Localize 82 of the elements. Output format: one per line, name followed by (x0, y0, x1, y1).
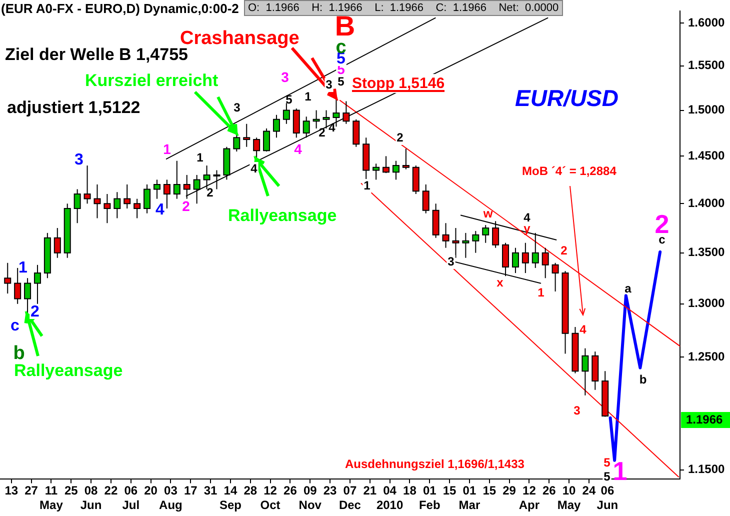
annotation: 2 (206, 185, 214, 200)
x-tick-label: 27 (24, 484, 38, 498)
chart-subtitle: O: 1.1966 H: 1.1966 L: 1.1966 C: 1.1966 Net: 0.0000 (244, 0, 563, 16)
annotation: 1 (163, 140, 172, 157)
x-tick-label: 07 Dec (338, 484, 362, 512)
annotation: Rallyeansage (228, 206, 337, 225)
annotation: 3 (574, 403, 581, 418)
annotation: c (10, 317, 20, 334)
annotation: a (624, 281, 632, 296)
annotation: Stopp 1,5146 (352, 75, 445, 92)
x-tick-label: 08 Jun (80, 484, 102, 512)
x-tick-label: 29 (502, 484, 516, 498)
text: 1.1966 (686, 412, 724, 426)
annotation: Kursziel erreicht (85, 71, 219, 90)
x-tick-label: 28 (244, 484, 258, 498)
x-tick-label: 12 Apr (518, 484, 540, 512)
annotation: x (496, 275, 504, 290)
annotation: EUR/USD (515, 85, 619, 111)
annotation: 3 (74, 151, 84, 168)
x-tick-label: 20 (144, 484, 158, 498)
y-tick-label: 1.5000 (688, 102, 726, 117)
annotation: 2 (182, 198, 190, 214)
annotation: 2 (560, 243, 568, 258)
annotation: 3 (281, 68, 290, 85)
annotation: 3 (234, 100, 241, 114)
annotation: MoB ´4´ = 1,2884 (522, 164, 617, 178)
annotation: 2 (396, 130, 404, 144)
y-tick-label: 1.4500 (688, 148, 726, 162)
x-tick-label: 14 Sep (219, 484, 242, 512)
annotation: 4 (156, 201, 165, 218)
annotation: w (482, 206, 494, 220)
annotation: 5 (286, 92, 293, 106)
annotation: c (658, 232, 666, 246)
annotation: adjustiert 1,5122 (7, 98, 140, 117)
x-tick-label: 31 (204, 484, 218, 498)
annotation: 4 (580, 322, 587, 336)
x-tick-label: 23 (323, 484, 338, 498)
x-tick-label: 26 (542, 484, 556, 498)
x-tick-label: 03 Aug (159, 484, 182, 512)
x-tick-label: 24 (582, 484, 596, 498)
annotation: 4 (250, 161, 258, 176)
x-tick-label: 10 May (557, 484, 582, 512)
annotation: 5 (338, 74, 345, 88)
chart-title: (EUR A0-FX - EURO,D) Dynamic,0:00-2 (1, 1, 239, 16)
x-tick-label: 09 Nov (298, 484, 322, 512)
annotation: 3 (326, 77, 333, 92)
x-tick-label: 18 (403, 484, 417, 498)
y-tick-label: 1.3500 (688, 245, 726, 260)
x-tick-label: 26 (284, 484, 298, 498)
x-tick-label: 21 (363, 484, 377, 498)
annotation: 4 (294, 140, 302, 157)
x-tick-label: 06 Jul (122, 484, 140, 512)
annotation: 5 (604, 455, 611, 470)
x-tick-label: 04 2010 (376, 484, 404, 512)
x-tick-label: 11 May (40, 484, 64, 512)
annotation: 1 (612, 456, 628, 486)
annotation: 1 (364, 178, 371, 192)
annotation: 1 (18, 259, 28, 276)
annotation: Ausdehnungsziel 1,1696/1,1433 (345, 457, 525, 471)
x-tick-label: 01 Mar (458, 484, 480, 512)
x-tick-label: 15 (482, 484, 496, 498)
x-tick-label: 12 Oct (260, 484, 280, 512)
y-tick-label: 1.3000 (688, 296, 726, 310)
x-tick-label: 17 (184, 484, 198, 498)
x-tick-label: 15 (442, 484, 457, 498)
annotation: 5 (604, 469, 611, 484)
y-tick-label: 1.1500 (688, 462, 726, 476)
x-tick-label: 13 (4, 484, 18, 498)
annotation: 1 (196, 150, 204, 164)
annotation: b (639, 372, 647, 386)
annotation: 1 (538, 285, 545, 300)
x-tick-label: 06 Jun (596, 484, 618, 512)
y-tick-label: 1.4000 (688, 196, 726, 210)
y-tick-label: 1.2500 (688, 349, 726, 364)
x-tick-label: 22 (104, 484, 118, 498)
annotation: 4 (328, 120, 336, 134)
y-tick-label: 1.5500 (688, 58, 726, 72)
y-tick-label: 1.6000 (688, 15, 726, 30)
x-tick-label: 25 (64, 484, 78, 498)
x-tick-label: 01 Feb (418, 484, 440, 512)
annotation: 2 (30, 303, 40, 320)
annotation: 1 (304, 89, 312, 104)
